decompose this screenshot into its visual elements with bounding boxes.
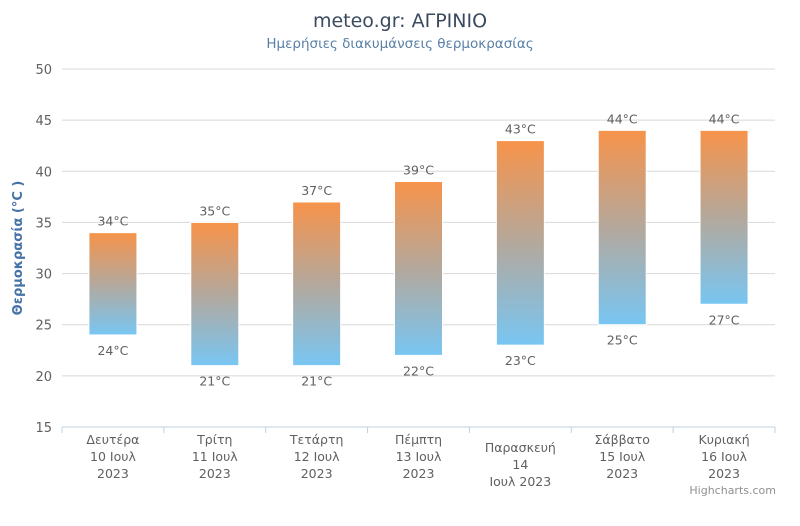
temperature-range-bar[interactable]	[88, 232, 138, 336]
y-tick-label: 40	[35, 165, 52, 180]
x-tick-label: Πέμπτη 13 Ιουλ 2023	[395, 432, 442, 481]
min-temp-label: 23°C	[505, 353, 536, 368]
x-axis: Δευτέρα 10 Ιουλ 2023 Τρίτη 11 Ιουλ 2023 Τετάρτ…	[61, 426, 776, 489]
temperature-range-bar[interactable]	[190, 221, 240, 367]
y-tick-label: 30	[35, 268, 52, 283]
temperature-range-bar[interactable]	[394, 181, 443, 356]
min-temp-label: 27°C	[709, 312, 740, 327]
max-temp-label: 44°C	[709, 111, 740, 126]
max-temp-label: 39°C	[403, 163, 434, 178]
max-temp-label: 44°C	[607, 111, 638, 126]
x-tick-label: Κυριακή 16 Ιουλ 2023	[699, 432, 750, 481]
bars	[88, 129, 749, 367]
x-tick-label: Τρίτη 11 Ιουλ 2023	[192, 432, 238, 481]
grid-lines	[62, 68, 775, 377]
temperature-range-bar[interactable]	[292, 201, 342, 367]
y-tick-label: 20	[35, 370, 52, 385]
min-temp-label: 24°C	[97, 343, 128, 358]
y-tick-label: 50	[35, 63, 52, 78]
min-temp-label: 22°C	[403, 363, 434, 378]
max-temp-label: 34°C	[97, 214, 128, 229]
highcharts-credits[interactable]: Highcharts.com	[689, 484, 776, 497]
min-temp-label: 21°C	[301, 374, 332, 389]
y-tick-label: 35	[35, 216, 52, 231]
x-tick-label: Σάββατο 15 Ιουλ 2023	[594, 432, 650, 481]
y-axis-ticks: 15 20 25 30 35 40 45 50	[35, 63, 52, 436]
x-tick-label: Τετάρτη 12 Ιουλ 2023	[289, 432, 344, 481]
temperature-range-bar[interactable]	[699, 129, 749, 305]
max-temp-label: 35°C	[199, 203, 230, 218]
chart-subtitle: Ημερήσιες διακυμάνσεις θερμοκρασίας	[266, 36, 534, 52]
chart-title: meteo.gr: ΑΓΡΙΝΙΟ	[312, 10, 488, 32]
temperature-range-bar[interactable]	[495, 140, 545, 346]
x-tick-label: Δευτέρα 10 Ιουλ 2023	[86, 432, 139, 481]
x-tick-label: Παρασκευή 14 Ιουλ 2023	[485, 440, 556, 489]
temperature-range-bar[interactable]	[597, 129, 647, 326]
min-temp-label: 25°C	[607, 333, 638, 348]
y-tick-label: 25	[35, 319, 52, 334]
max-temp-label: 43°C	[505, 122, 536, 137]
min-temp-label: 21°C	[199, 374, 230, 389]
y-axis-title: Θερμοκρασία (°C )	[11, 181, 26, 316]
y-tick-label: 15	[35, 421, 52, 436]
data-labels: 34°C 24°C 35°C 21°C 37°C 21°C 39°C 22°C 43°C 23°C…	[97, 111, 739, 388]
y-tick-label: 45	[35, 114, 52, 129]
max-temp-label: 37°C	[301, 183, 332, 198]
